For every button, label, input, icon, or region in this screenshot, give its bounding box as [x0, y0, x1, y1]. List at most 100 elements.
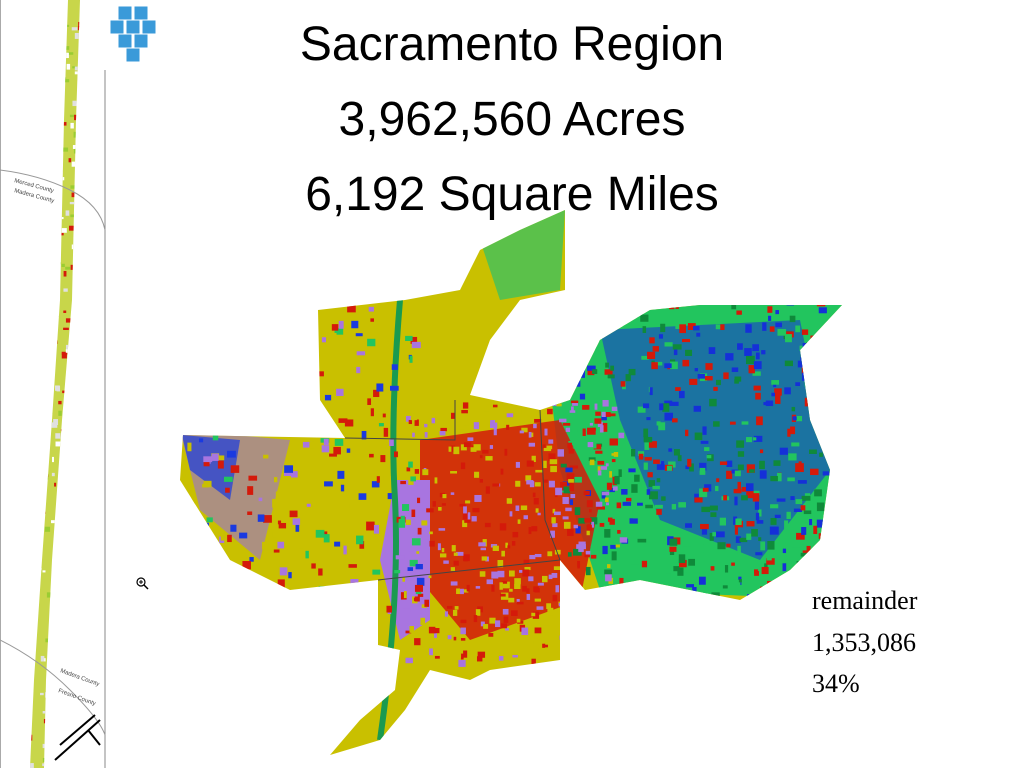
texture-speck: [548, 574, 553, 580]
texture-speck: [370, 318, 374, 322]
texture-speck: [687, 323, 696, 330]
texture-speck: [792, 416, 797, 421]
texture-speck: [416, 577, 425, 586]
texture-speck: [601, 415, 607, 421]
texture-speck: [277, 541, 285, 549]
texture-speck: [348, 568, 353, 573]
texture-speck: [72, 145, 78, 149]
texture-speck: [51, 520, 56, 524]
texture-speck: [693, 325, 700, 331]
texture-speck: [277, 301, 282, 307]
texture-speck: [516, 598, 520, 603]
texture-speck: [563, 575, 569, 579]
texture-speck: [305, 550, 309, 559]
texture-speck: [456, 588, 460, 595]
texture-speck: [604, 529, 611, 538]
texture-speck: [668, 303, 675, 310]
texture-speck: [248, 475, 258, 481]
texture-speck: [63, 270, 67, 277]
texture-speck: [699, 462, 707, 471]
texture-speck: [44, 3, 49, 8]
texture-speck: [681, 572, 688, 581]
texture-speck: [223, 351, 231, 356]
texture-speck: [609, 413, 616, 417]
texture-speck: [702, 426, 707, 435]
texture-speck: [408, 479, 414, 485]
texture-speck: [631, 497, 638, 502]
texture-speck: [33, 162, 40, 167]
texture-speck: [53, 419, 59, 426]
texture-speck: [316, 590, 322, 596]
texture-speck: [42, 743, 46, 749]
texture-speck: [531, 455, 536, 463]
texture-speck: [644, 457, 652, 461]
texture-speck: [656, 464, 665, 470]
texture-speck: [604, 412, 611, 417]
texture-speck: [571, 406, 574, 412]
texture-speck: [400, 551, 409, 558]
texture-speck: [597, 602, 602, 607]
texture-speck: [715, 324, 724, 330]
texture-speck: [598, 311, 608, 316]
texture-speck: [334, 438, 344, 446]
texture-speck: [559, 635, 564, 640]
texture-speck: [599, 422, 608, 432]
texture-speck: [405, 519, 411, 525]
texture-speck: [272, 498, 276, 508]
texture-speck: [71, 595, 78, 600]
texture-speck: [759, 470, 767, 479]
texture-speck: [592, 602, 600, 609]
texture-speck: [54, 148, 59, 155]
zoom-icon[interactable]: [136, 577, 149, 590]
texture-speck: [74, 335, 78, 341]
texture-speck: [296, 389, 303, 394]
texture-speck: [575, 526, 581, 534]
texture-speck: [49, 355, 56, 359]
texture-speck: [225, 487, 230, 493]
texture-speck: [509, 570, 515, 577]
texture-speck: [535, 508, 539, 513]
texture-speck: [197, 545, 206, 553]
texture-speck: [528, 442, 536, 447]
texture-speck: [206, 394, 213, 402]
texture-speck: [387, 493, 392, 500]
texture-speck: [38, 432, 44, 437]
texture-speck: [587, 365, 596, 371]
texture-speck: [669, 546, 677, 552]
texture-speck: [816, 502, 825, 512]
texture-speck: [30, 387, 36, 390]
texture-speck: [219, 600, 228, 609]
texture-speck: [639, 594, 644, 600]
texture-speck: [58, 130, 63, 135]
land-urban: [420, 420, 600, 640]
texture-speck: [249, 374, 257, 383]
texture-speck: [638, 453, 644, 460]
texture-speck: [78, 607, 80, 612]
texture-speck: [752, 344, 760, 352]
texture-speck: [488, 633, 494, 637]
texture-speck: [604, 521, 610, 528]
texture-speck: [489, 617, 496, 624]
texture-speck: [446, 605, 453, 609]
texture-speck: [306, 503, 311, 507]
texture-speck: [704, 484, 712, 492]
texture-speck: [284, 369, 289, 378]
texture-speck: [666, 597, 673, 604]
texture-speck: [611, 406, 618, 411]
texture-speck: [758, 537, 762, 541]
texture-speck: [64, 46, 70, 50]
texture-speck: [649, 337, 655, 344]
strip-fill: [30, 0, 80, 768]
texture-speck: [802, 545, 811, 554]
texture-speck: [801, 597, 810, 606]
texture-speck: [51, 55, 56, 62]
texture-speck: [693, 405, 701, 412]
texture-speck: [756, 520, 764, 524]
texture-speck: [528, 431, 532, 438]
texture-speck: [839, 366, 842, 374]
texture-speck: [500, 468, 504, 475]
texture-speck: [66, 63, 71, 70]
texture-speck: [343, 545, 347, 555]
texture-speck: [227, 450, 236, 458]
texture-speck: [65, 344, 72, 350]
